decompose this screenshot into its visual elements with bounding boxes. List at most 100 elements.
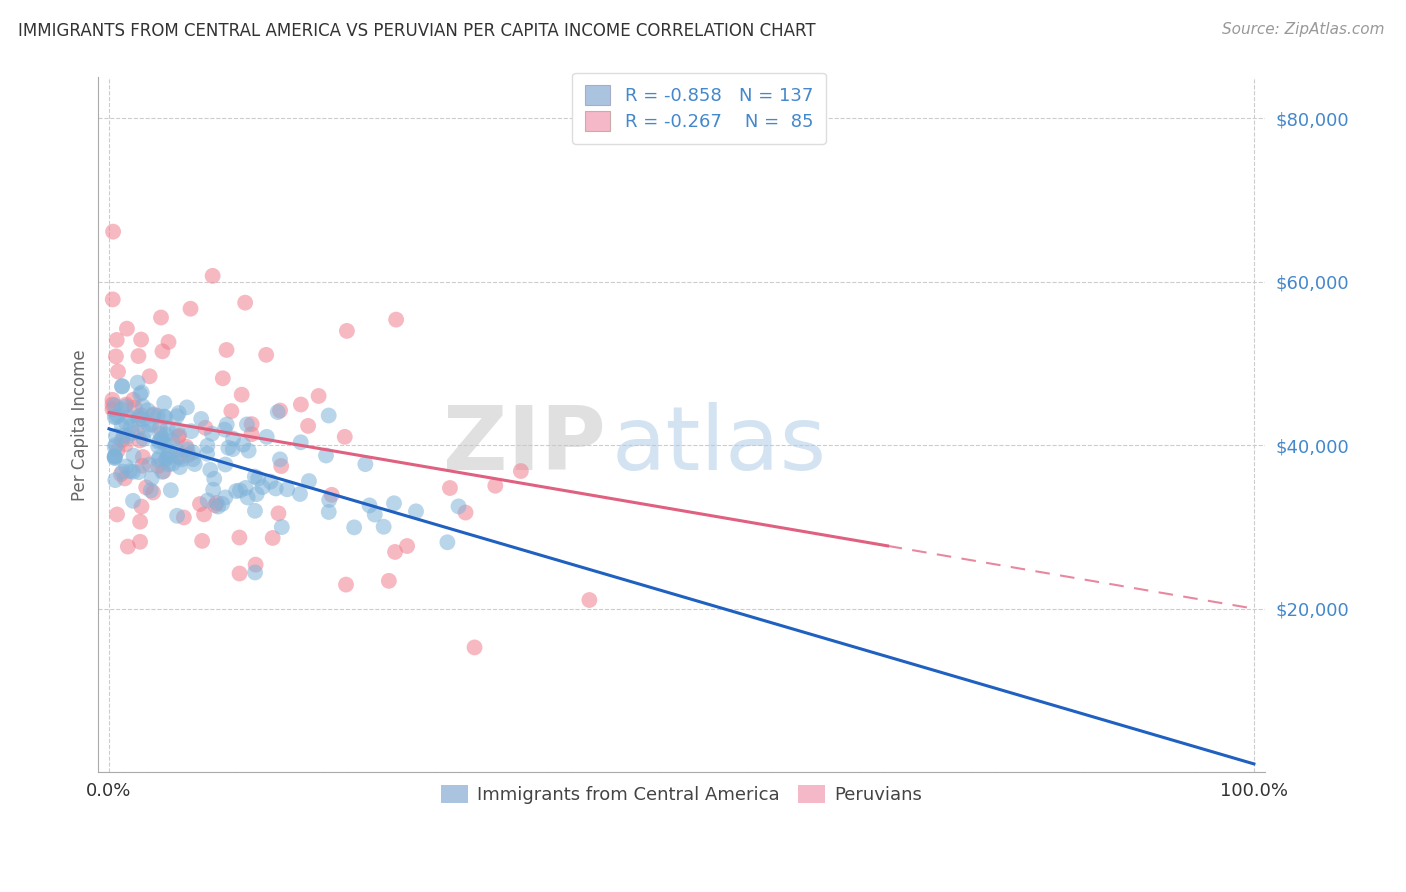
Point [246,487,269,501]
Point [385,312,408,326]
Point [142,485,165,500]
Point [159,445,181,459]
Point [134,425,156,439]
Point [484,479,506,493]
Point [214,491,236,505]
Point [169,450,191,465]
Point [243,566,266,580]
Point [139,483,162,498]
Point [120,419,142,434]
Point [464,640,486,655]
Point [141,471,163,485]
Point [288,487,311,501]
Point [167,430,190,444]
Point [343,520,366,534]
Point [111,379,134,393]
Point [222,442,245,456]
Point [138,369,160,384]
Point [107,443,129,458]
Point [298,474,321,488]
Point [155,451,177,466]
Point [240,417,263,431]
Point [290,397,312,411]
Point [121,425,143,440]
Point [131,500,153,514]
Point [228,566,250,581]
Point [181,445,204,459]
Point [149,434,172,448]
Point [127,412,149,426]
Point [104,449,127,463]
Point [167,406,190,420]
Point [207,500,229,514]
Point [104,398,127,412]
Point [146,453,169,467]
Point [104,438,127,452]
Point [354,457,377,471]
Point [205,496,228,510]
Point [160,483,183,497]
Point [166,422,188,436]
Point [396,539,419,553]
Point [247,472,270,486]
Point [111,434,134,448]
Point [129,515,152,529]
Point [152,344,174,359]
Point [276,483,298,497]
Point [447,500,470,514]
Point [132,412,155,426]
Point [240,427,263,442]
Point [162,457,184,471]
Point [114,437,136,451]
Point [200,463,222,477]
Point [114,471,136,485]
Text: IMMIGRANTS FROM CENTRAL AMERICA VS PERUVIAN PER CAPITA INCOME CORRELATION CHART: IMMIGRANTS FROM CENTRAL AMERICA VS PERUV… [18,22,815,40]
Point [101,392,124,407]
Point [138,417,160,432]
Point [256,430,278,444]
Point [214,423,236,437]
Point [146,459,169,474]
Point [236,491,259,505]
Point [131,458,153,473]
Point [153,409,176,424]
Point [197,439,219,453]
Point [222,432,245,446]
Point [229,483,252,498]
Point [262,531,284,545]
Point [297,418,319,433]
Point [124,401,146,415]
Point [122,493,145,508]
Point [202,472,225,486]
Point [111,418,134,433]
Point [176,442,198,457]
Point [122,465,145,479]
Point [204,499,226,513]
Point [110,467,132,482]
Point [107,365,129,379]
Point [153,396,176,410]
Legend: Immigrants from Central America, Peruvians: Immigrants from Central America, Peruvia… [430,774,932,815]
Point [166,443,188,458]
Point [233,295,256,310]
Point [104,429,127,443]
Point [104,440,127,454]
Point [225,484,247,499]
Point [166,508,188,523]
Point [135,480,157,494]
Point [142,408,165,422]
Point [150,465,173,479]
Point [104,449,127,463]
Point [152,435,174,450]
Point [201,426,224,441]
Point [149,421,172,435]
Point [184,457,207,471]
Point [321,488,343,502]
Point [115,459,138,474]
Point [142,407,165,421]
Point [155,438,177,452]
Point [157,334,180,349]
Point [105,508,128,522]
Point [173,510,195,524]
Point [129,534,152,549]
